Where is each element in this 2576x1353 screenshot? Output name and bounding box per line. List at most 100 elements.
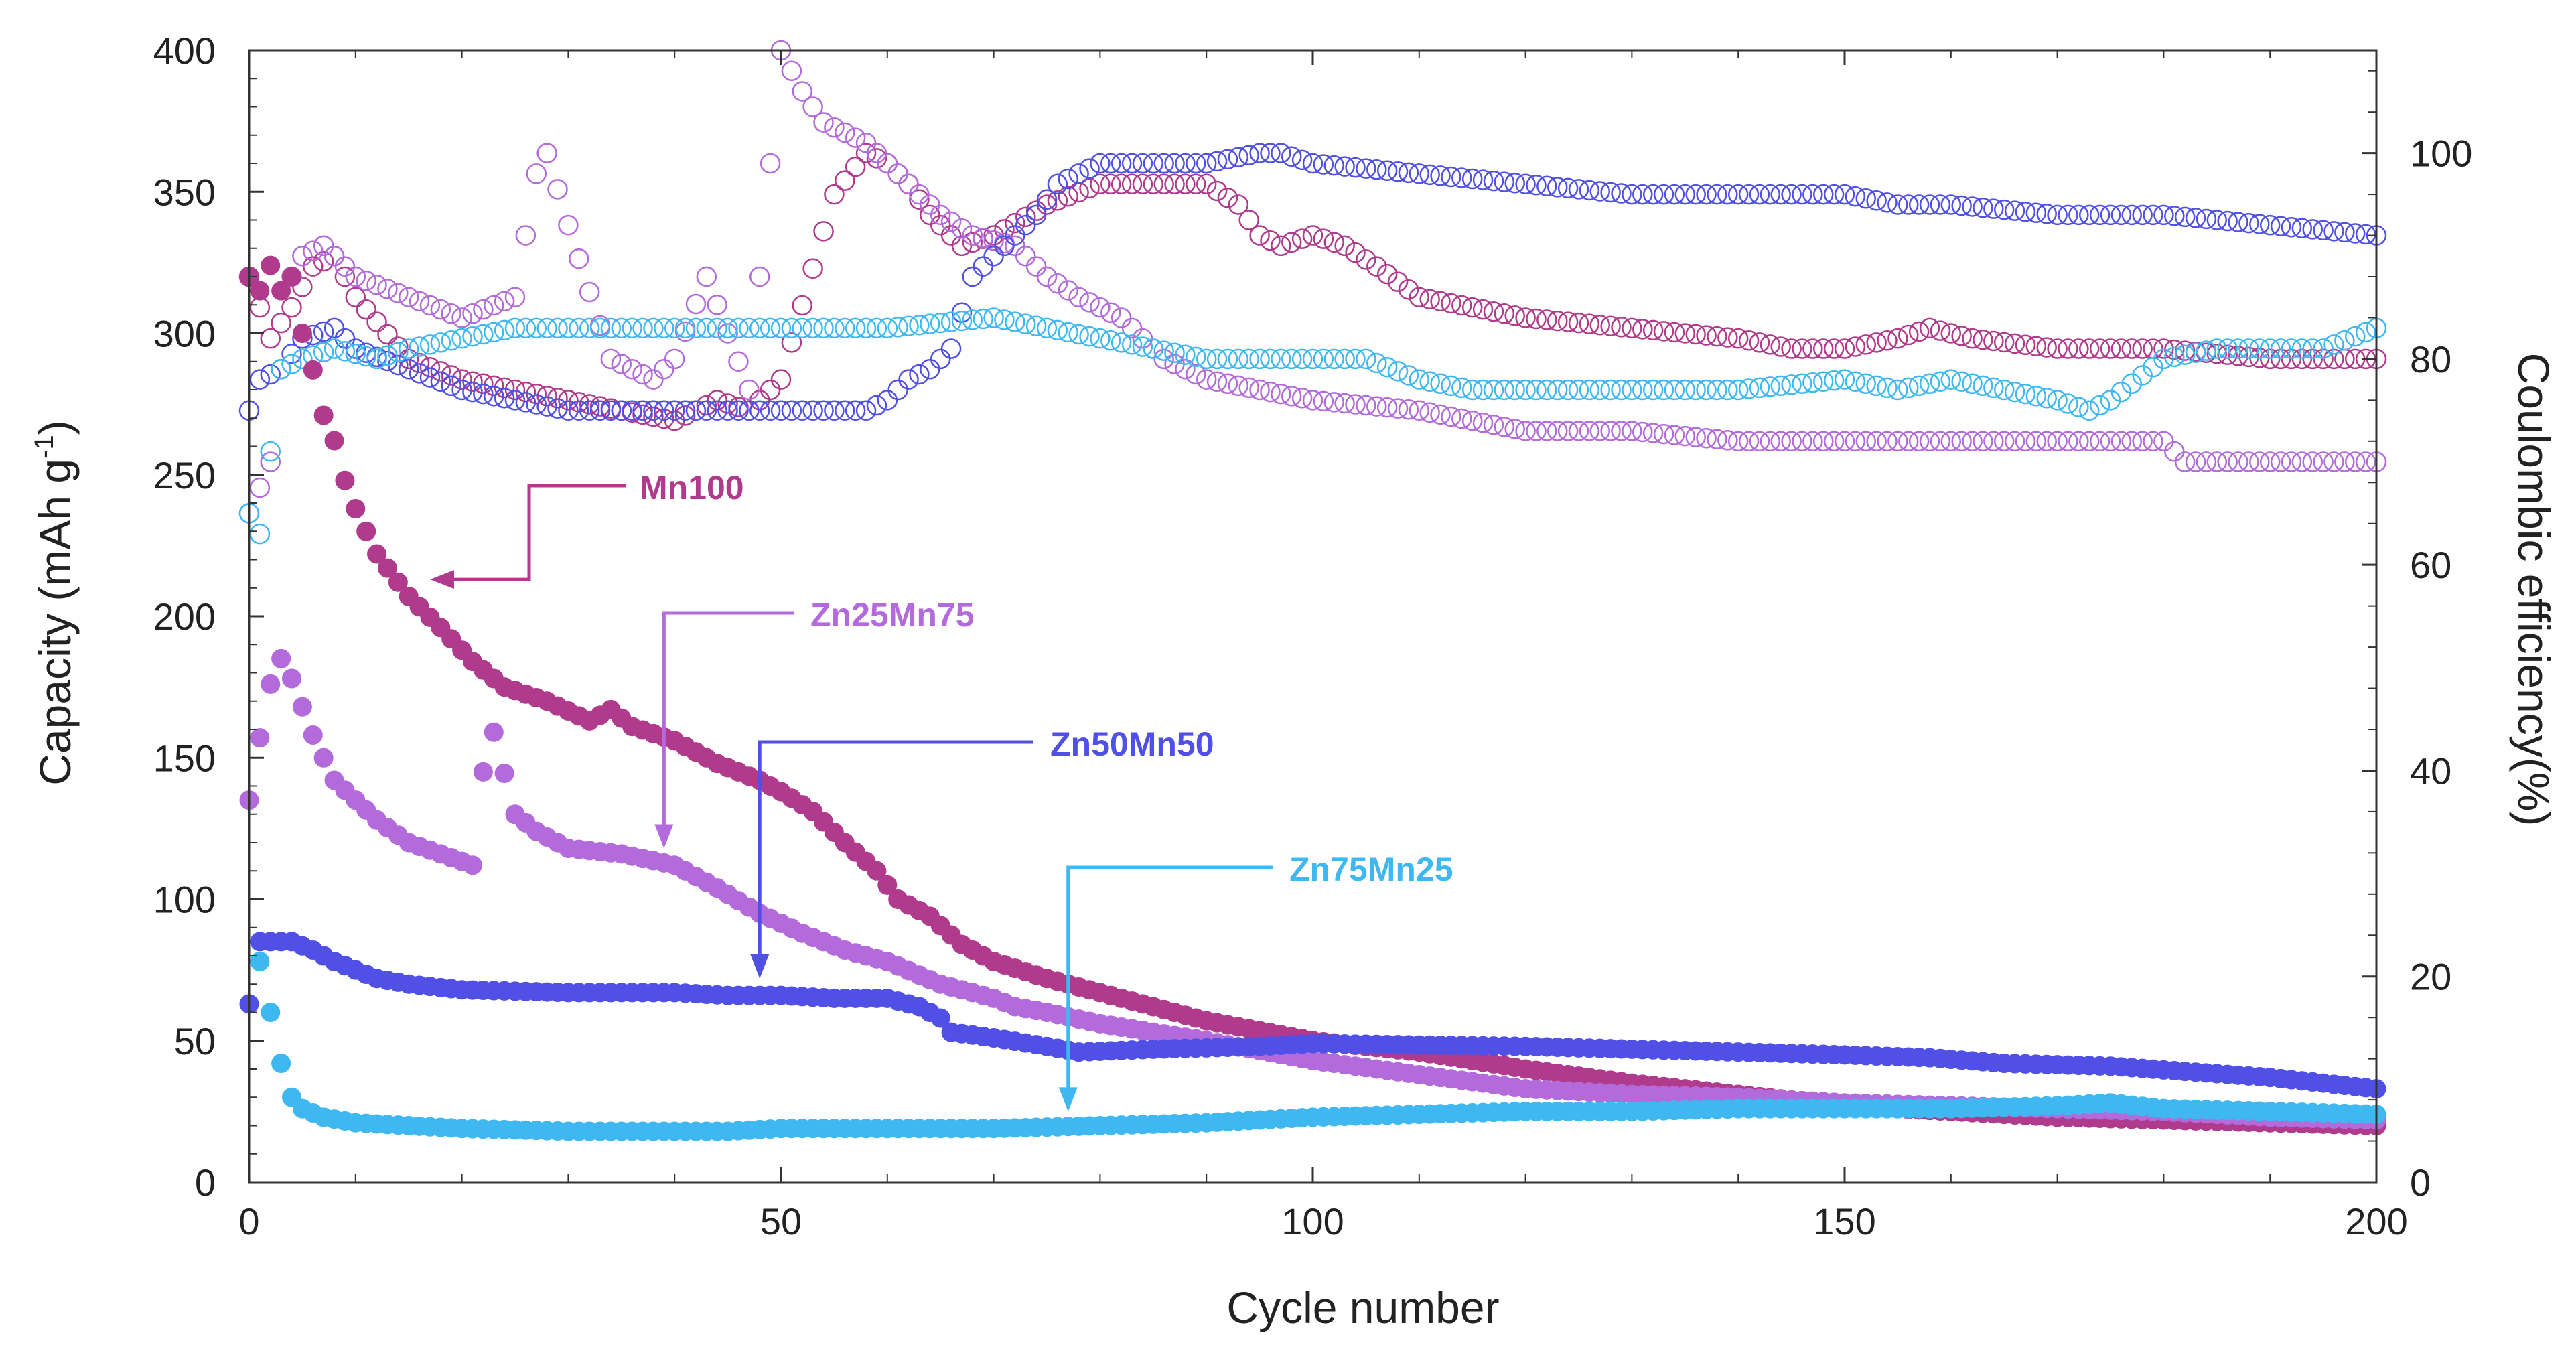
- ce-point-zn50mn50: [717, 400, 738, 421]
- ce-point-mn100: [526, 383, 547, 405]
- ce-point-mn100: [1291, 228, 1313, 249]
- ce-point-zn75mn25: [728, 317, 749, 339]
- ce-point-zn25mn75: [1845, 431, 1866, 452]
- annotation-label: Mn100: [640, 469, 744, 506]
- ce-point-zn50mn50: [813, 400, 834, 421]
- ce-point-zn25mn75: [824, 117, 845, 138]
- ce-point-zn25mn75: [760, 153, 781, 174]
- ce-point-zn50mn50: [1823, 184, 1845, 205]
- ce-point-zn25mn75: [2270, 451, 2291, 472]
- capacity-point-mn100: [346, 498, 366, 518]
- ce-point-zn50mn50: [1068, 163, 1089, 184]
- ce-point-zn75mn25: [1366, 352, 1387, 374]
- ce-point-zn25mn75: [1887, 431, 1908, 452]
- ce-point-zn25mn75: [1058, 280, 1079, 301]
- ce-point-zn75mn25: [781, 317, 802, 339]
- ce-point-zn75mn25: [1930, 371, 1951, 392]
- ce-point-zn75mn25: [983, 307, 1004, 328]
- ce-point-zn50mn50: [1079, 158, 1100, 179]
- ce-point-zn75mn25: [2110, 381, 2132, 403]
- x-tick-label: 100: [1281, 1200, 1344, 1242]
- ce-point-zn75mn25: [1642, 379, 1664, 401]
- ce-point-zn75mn25: [579, 317, 600, 339]
- ce-point-zn25mn75: [2217, 451, 2238, 472]
- capacity-point-mn100: [877, 875, 898, 895]
- ce-point-zn50mn50: [2036, 204, 2057, 224]
- ce-point-mn100: [1249, 225, 1270, 246]
- ce-point-zn75mn25: [281, 354, 302, 374]
- ce-point-zn25mn75: [2078, 431, 2100, 452]
- ce-point-zn25mn75: [983, 230, 1004, 251]
- ce-point-zn75mn25: [2089, 395, 2110, 416]
- ce-point-mn100: [1611, 317, 1632, 338]
- ce-point-mn100: [1111, 173, 1132, 194]
- ce-point-zn75mn25: [664, 317, 685, 339]
- capacity-markers: [239, 255, 2386, 1141]
- y-left-tick-label: 0: [195, 1161, 216, 1204]
- axes: 0 50 100 150 2000501001502002503003504000204…: [153, 29, 2473, 1242]
- ce-point-zn75mn25: [1291, 348, 1313, 370]
- ce-point-mn100: [2259, 348, 2281, 370]
- ce-point-zn50mn50: [2355, 224, 2376, 245]
- ce-point-zn75mn25: [1589, 379, 1611, 401]
- ce-point-zn25mn75: [622, 359, 642, 380]
- ce-point-mn100: [1238, 210, 1259, 230]
- ce-point-zn25mn75: [536, 143, 557, 163]
- ce-point-zn75mn25: [930, 312, 951, 334]
- ce-point-zn75mn25: [1483, 379, 1504, 401]
- ce-point-zn50mn50: [962, 266, 983, 287]
- ce-point-mn100: [2228, 346, 2248, 366]
- ce-point-zn50mn50: [1930, 194, 1951, 215]
- ce-point-mn100: [589, 396, 611, 417]
- ce-point-zn75mn25: [1419, 371, 1440, 392]
- capacity-point-zn25mn75: [484, 722, 504, 742]
- ce-point-zn50mn50: [1632, 184, 1653, 205]
- ce-point-zn50mn50: [2238, 212, 2259, 234]
- ce-point-zn50mn50: [1993, 199, 2015, 220]
- ce-point-zn25mn75: [473, 299, 494, 320]
- ce-point-mn100: [1962, 328, 1983, 349]
- ce-point-zn50mn50: [1472, 169, 1494, 190]
- ce-point-zn75mn25: [855, 317, 877, 339]
- ce-point-zn25mn75: [526, 163, 547, 184]
- ce-point-zn50mn50: [1217, 149, 1238, 170]
- annotation-arrow-head: [1058, 1087, 1078, 1112]
- ce-point-zn75mn25: [1313, 348, 1334, 370]
- ce-point-mn100: [962, 232, 983, 253]
- ce-point-zn25mn75: [951, 218, 973, 239]
- ce-point-zn25mn75: [654, 359, 674, 380]
- ce-point-zn50mn50: [1674, 184, 1696, 205]
- ce-point-zn25mn75: [504, 287, 526, 307]
- ce-point-zn75mn25: [1855, 373, 1877, 395]
- capacity-point-mn100: [250, 281, 270, 301]
- ce-point-zn50mn50: [940, 338, 962, 359]
- ce-point-zn50mn50: [898, 369, 919, 390]
- ce-point-zn75mn25: [1557, 379, 1579, 401]
- ce-point-zn50mn50: [1058, 168, 1079, 190]
- ce-point-zn25mn75: [569, 248, 589, 269]
- ce-point-zn50mn50: [2100, 204, 2121, 226]
- ce-point-zn25mn75: [696, 266, 717, 287]
- ce-point-zn25mn75: [1877, 431, 1898, 452]
- ce-point-mn100: [504, 379, 526, 401]
- ce-point-zn50mn50: [579, 400, 600, 421]
- ce-point-zn50mn50: [473, 383, 494, 405]
- capacity-series-zn75mn25: [250, 951, 2386, 1141]
- ce-point-zn25mn75: [1441, 406, 1461, 427]
- ce-point-zn25mn75: [1504, 419, 1525, 439]
- ce-point-zn75mn25: [909, 314, 930, 336]
- capacity-point-mn100: [356, 521, 376, 541]
- ce-point-zn75mn25: [366, 348, 387, 370]
- ce-point-zn75mn25: [260, 441, 281, 462]
- ce-point-mn100: [547, 388, 568, 409]
- ce-point-zn50mn50: [1121, 153, 1143, 174]
- ce-point-mn100: [356, 299, 376, 320]
- ce-point-zn75mn25: [1143, 338, 1164, 359]
- ce-point-zn25mn75: [2281, 451, 2302, 472]
- y-left-tick-label: 150: [153, 737, 216, 779]
- ce-point-mn100: [1983, 330, 2004, 352]
- ce-point-zn75mn25: [483, 322, 504, 343]
- ce-point-zn50mn50: [1025, 204, 1047, 226]
- ce-point-mn100: [473, 373, 494, 395]
- capacity-point-mn100: [282, 267, 302, 287]
